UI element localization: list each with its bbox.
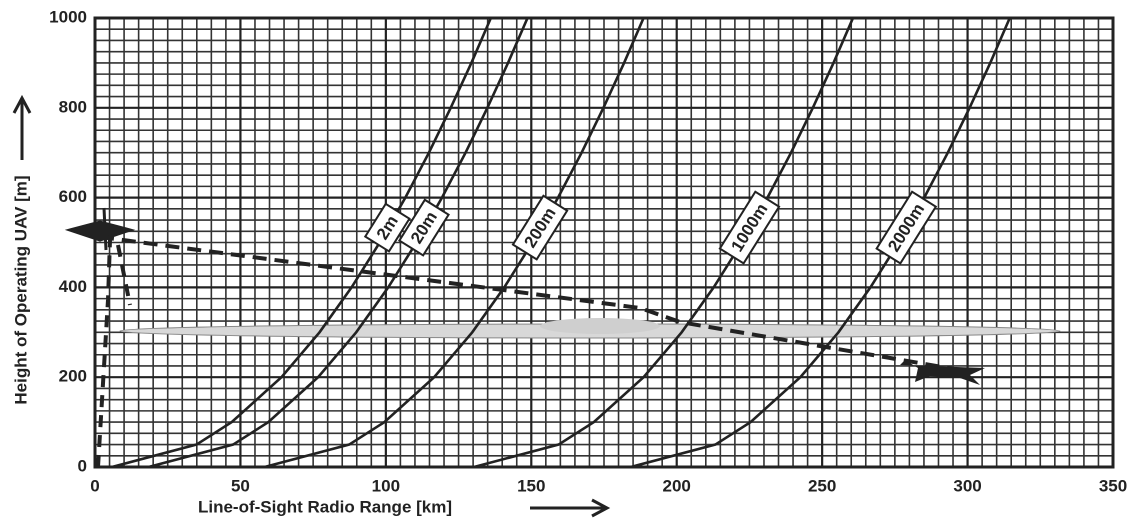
x-tick-label: 200 [663, 476, 691, 495]
curve-label-box [511, 194, 569, 261]
y-axis-label: Height of Operating UAV [m] [11, 175, 30, 404]
y-tick-label: 800 [59, 97, 87, 116]
x-arrow [530, 498, 611, 518]
x-tick-label: 0 [90, 476, 99, 495]
range-curve [148, 17, 529, 469]
x-tick-label: 50 [231, 476, 250, 495]
link-path [99, 235, 961, 372]
labels: 2m 20m 200m 1000m 2000m [363, 190, 938, 265]
curve-label-box [718, 190, 781, 265]
aircraft-icon [900, 360, 985, 385]
curve-label: 2000m [875, 190, 938, 265]
curve-label-box [875, 190, 938, 265]
plot-frame [93, 16, 1115, 469]
grid [93, 16, 1115, 469]
link-path [96, 239, 132, 468]
curve-label: 2m [363, 202, 411, 253]
range-curve [111, 17, 493, 469]
cloud [540, 318, 660, 334]
y-tick-label: 1000 [49, 7, 87, 26]
range-curve [473, 17, 855, 469]
uav-icon [64, 207, 136, 251]
y-tick-label: 200 [59, 367, 87, 386]
range-curve [630, 17, 1011, 469]
x-tick-label: 150 [517, 476, 545, 495]
x-tick-label: 100 [372, 476, 400, 495]
curve-label-box [398, 198, 450, 257]
x-tick-label: 350 [1099, 476, 1127, 495]
x-tick-label: 300 [953, 476, 981, 495]
curve-label: 200m [511, 194, 569, 261]
y-tick-label: 600 [59, 187, 87, 206]
y-arrow [12, 94, 32, 160]
y-tick-label: 0 [78, 456, 87, 475]
curve-label: 1000m [718, 190, 781, 265]
y-tick-label: 400 [59, 277, 87, 296]
curve-label-box [363, 202, 411, 253]
curves [111, 17, 1011, 469]
x-tick-label: 250 [808, 476, 836, 495]
x-axis-label: Line-of-Sight Radio Range [km] [198, 497, 452, 516]
range-curve [264, 17, 645, 469]
